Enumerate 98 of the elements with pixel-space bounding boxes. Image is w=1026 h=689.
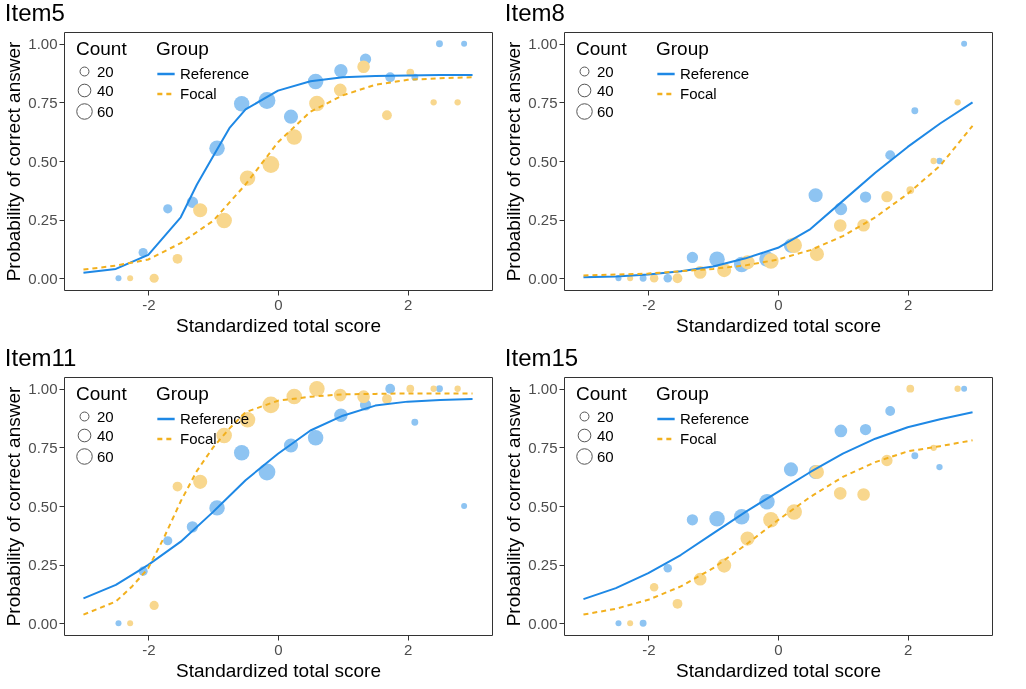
y-tick-label: 0.25	[28, 211, 58, 229]
legend-label: Reference	[680, 410, 750, 427]
x-tick-label: -2	[642, 295, 656, 313]
x-axis-title: Standardized total score	[676, 314, 881, 336]
legend-label: Focal	[180, 430, 217, 447]
point	[686, 251, 699, 264]
point	[881, 191, 893, 203]
y-tick-label: 0.00	[528, 269, 558, 287]
x-tick-label: 2	[404, 295, 413, 313]
x-tick-label: 0	[274, 295, 283, 313]
y-tick-label: 1.00	[528, 35, 558, 53]
text: Count	[76, 383, 127, 404]
point	[334, 64, 348, 78]
point	[833, 219, 847, 232]
text: Group	[156, 38, 209, 59]
legend-label: Focal	[680, 430, 717, 447]
point	[333, 388, 347, 402]
y-tick-label: 0.50	[28, 152, 58, 170]
y-tick-label: 0.75	[28, 438, 58, 456]
point	[833, 487, 847, 500]
point	[672, 598, 683, 609]
y-tick-label: 1.00	[28, 380, 58, 398]
legend-label: 20	[97, 62, 114, 80]
chart-title: Item11	[4, 344, 77, 371]
point	[859, 191, 872, 203]
point	[859, 423, 872, 436]
point	[686, 514, 699, 526]
legend-label: 40	[97, 81, 114, 99]
point	[672, 273, 683, 284]
point	[193, 474, 208, 489]
y-tick-label: 0.25	[528, 211, 558, 229]
legend-label: 20	[597, 62, 614, 80]
chart-title: Item8	[504, 0, 565, 26]
y-tick-label: 0.50	[28, 497, 58, 515]
point	[172, 253, 183, 264]
y-tick-label: 1.00	[28, 35, 58, 53]
text: Group	[656, 38, 709, 59]
chart-title: Item15	[504, 344, 579, 371]
point	[857, 488, 870, 501]
x-tick-label: -2	[642, 640, 656, 658]
y-tick-label: 0.25	[528, 556, 558, 574]
x-tick-label: 2	[904, 640, 913, 658]
y-axis-title: Probability of correct answer	[503, 385, 525, 627]
point	[808, 188, 823, 203]
x-axis-title: Standardized total score	[176, 314, 381, 336]
legend-label: Reference	[180, 410, 250, 427]
y-tick-label: 1.00	[528, 380, 558, 398]
y-tick-label: 0.00	[528, 614, 558, 632]
point	[834, 424, 848, 438]
point	[333, 83, 347, 97]
y-tick-label: 0.50	[528, 497, 558, 515]
text: Count	[576, 38, 627, 59]
legend-label: 60	[597, 447, 614, 465]
legend-label: Reference	[180, 65, 250, 82]
point	[193, 203, 208, 218]
y-axis-title: Probability of correct answer	[3, 385, 25, 627]
x-tick-label: -2	[142, 295, 156, 313]
text: Count	[76, 38, 127, 59]
point	[885, 150, 896, 161]
legend-label: 40	[597, 81, 614, 99]
legend-label: Focal	[180, 85, 217, 102]
legend-label: 20	[597, 407, 614, 425]
y-tick-label: 0.25	[28, 556, 58, 574]
x-tick-label: -2	[142, 640, 156, 658]
chart-title: Item5	[4, 0, 65, 26]
legend-label: Reference	[680, 65, 750, 82]
x-axis-title: Standardized total score	[176, 659, 381, 681]
y-tick-label: 0.75	[28, 93, 58, 111]
x-tick-label: 2	[404, 640, 413, 658]
point	[881, 454, 893, 467]
legend-label: 40	[597, 426, 614, 444]
y-axis-title: Probability of correct answer	[3, 40, 25, 282]
y-tick-label: 0.75	[528, 438, 558, 456]
text: Group	[656, 383, 709, 404]
point	[885, 406, 896, 416]
x-axis-title: Standardized total score	[676, 659, 881, 681]
legend-label: 40	[97, 426, 114, 444]
text: Count	[576, 383, 627, 404]
legend-label: 60	[597, 102, 614, 120]
x-tick-label: 2	[904, 295, 913, 313]
point	[172, 481, 183, 492]
legend-label: 60	[97, 102, 114, 120]
legend-label: 20	[97, 407, 114, 425]
y-tick-label: 0.00	[28, 269, 58, 287]
y-tick-label: 0.75	[528, 93, 558, 111]
text: Group	[156, 383, 209, 404]
point	[809, 247, 824, 262]
point	[357, 60, 370, 74]
x-tick-label: 0	[274, 640, 283, 658]
y-axis-title: Probability of correct answer	[503, 40, 525, 282]
y-tick-label: 0.50	[528, 152, 558, 170]
y-tick-label: 0.00	[28, 614, 58, 632]
x-tick-label: 0	[774, 640, 783, 658]
x-tick-label: 0	[774, 295, 783, 313]
line-series	[582, 411, 974, 601]
point	[385, 383, 396, 394]
legend-label: 60	[97, 447, 114, 465]
legend-label: Focal	[680, 85, 717, 102]
